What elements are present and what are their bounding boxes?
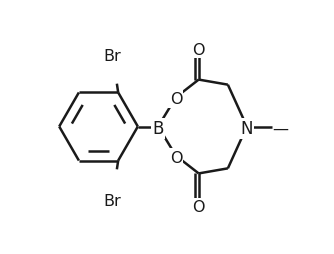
Text: Br: Br bbox=[104, 193, 121, 208]
Text: O: O bbox=[170, 150, 182, 165]
Text: N: N bbox=[240, 120, 253, 138]
Text: O: O bbox=[192, 43, 205, 58]
Text: O: O bbox=[192, 199, 205, 214]
Text: —: — bbox=[272, 121, 288, 136]
Text: Br: Br bbox=[104, 49, 121, 64]
Text: O: O bbox=[170, 92, 182, 107]
Text: B: B bbox=[152, 120, 164, 138]
